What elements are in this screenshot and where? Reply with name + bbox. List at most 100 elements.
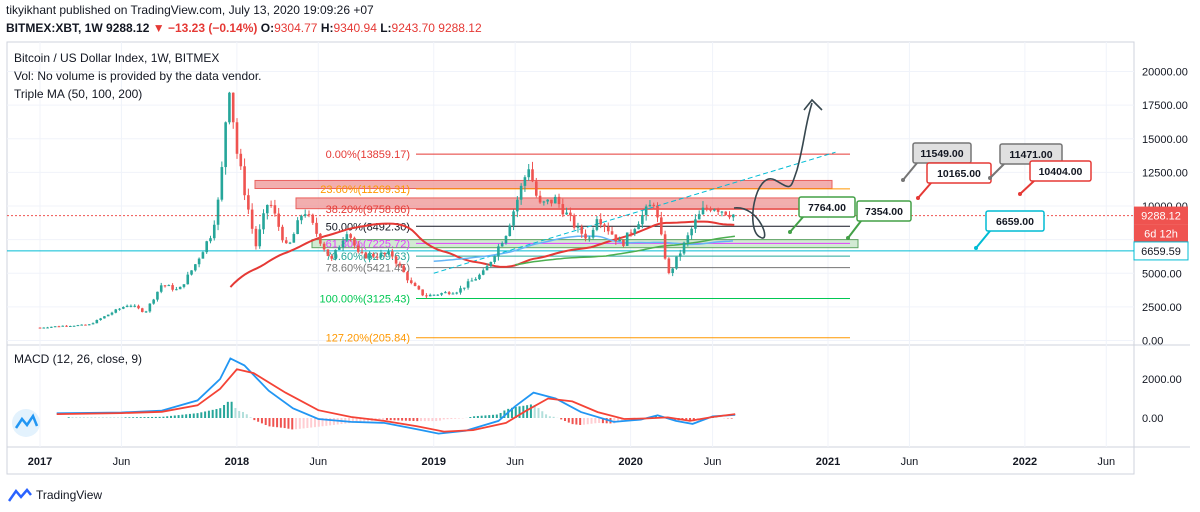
macd-histogram-bar xyxy=(401,418,404,421)
candle-body xyxy=(720,211,724,213)
candle-body xyxy=(106,314,110,317)
macd-histogram-bar xyxy=(454,418,457,419)
callout-leader xyxy=(989,163,1005,179)
candle-body xyxy=(69,325,72,327)
candle-body xyxy=(375,256,379,258)
candle-body xyxy=(595,219,599,230)
macd-histogram-bar xyxy=(317,418,320,427)
candle-body xyxy=(531,169,534,182)
macd-histogram-bar xyxy=(245,414,248,418)
candle-body xyxy=(481,270,485,275)
price-tick-label: 0.00 xyxy=(1142,336,1163,348)
price-tick-label: 12500.00 xyxy=(1142,167,1188,179)
macd-histogram-bar xyxy=(510,407,513,418)
candle-body xyxy=(277,213,280,227)
candle-body xyxy=(281,226,284,241)
macd-histogram-bar xyxy=(264,418,267,426)
macd-histogram-bar xyxy=(219,408,222,418)
price-callout-label: 11549.00 xyxy=(920,148,963,160)
candle-body xyxy=(459,288,462,293)
candle-body xyxy=(606,226,610,232)
candle-body xyxy=(190,270,193,275)
macd-histogram-bar xyxy=(260,418,263,424)
price-callout xyxy=(856,200,912,222)
macd-histogram-bar xyxy=(226,401,229,418)
candle-body xyxy=(194,264,197,271)
countdown-badge xyxy=(1134,224,1188,243)
candle-body xyxy=(421,289,424,296)
macd-histogram-bar xyxy=(272,418,275,427)
candle-body xyxy=(231,92,235,123)
candle-body xyxy=(716,209,720,212)
candle-body xyxy=(303,214,307,216)
candle-body xyxy=(159,285,163,292)
legend-title: Bitcoin / US Dollar Index, 1W, BITMEX xyxy=(14,51,219,65)
candle-body xyxy=(584,233,587,239)
candle-body xyxy=(216,199,220,225)
candle-body xyxy=(368,253,371,259)
macd-histogram-bar xyxy=(412,418,415,421)
callout-anchor xyxy=(788,230,792,234)
macd-histogram-bar xyxy=(181,414,184,418)
macd-histogram-bar xyxy=(514,406,517,418)
macd-histogram-bar xyxy=(548,416,551,418)
candle-body xyxy=(485,266,489,271)
macd-histogram-bar xyxy=(124,417,127,418)
candle-body xyxy=(447,292,451,295)
candle-body xyxy=(258,229,262,247)
candle-body xyxy=(239,153,243,167)
candle-body xyxy=(228,92,231,123)
candle-body xyxy=(413,283,417,287)
macd-histogram-bar xyxy=(192,413,195,418)
time-tick-label: 2021 xyxy=(816,456,840,468)
macd-histogram-bar xyxy=(575,418,578,425)
macd-histogram-bar xyxy=(560,418,563,420)
macd-tick-label: 2000.00 xyxy=(1142,374,1182,386)
macd-histogram-bar xyxy=(283,418,286,429)
candle-body xyxy=(667,258,671,274)
candle-body xyxy=(337,247,341,250)
macd-histogram-bar xyxy=(98,417,101,418)
callout-leader xyxy=(789,216,804,233)
macd-histogram-bar xyxy=(67,417,70,418)
candle-body xyxy=(508,225,512,237)
candle-body xyxy=(91,323,95,325)
macd-histogram-bar xyxy=(476,415,479,418)
macd-histogram-bar xyxy=(579,418,582,425)
candle-body xyxy=(38,327,42,329)
candle-body xyxy=(470,280,474,282)
candle-body xyxy=(660,217,663,235)
time-tick-label: 2020 xyxy=(618,456,642,468)
candle-body xyxy=(235,122,239,154)
macd-histogram-bar xyxy=(170,415,173,418)
macd-histogram-bar xyxy=(185,414,188,418)
macd-line xyxy=(56,357,736,435)
macd-histogram-bar xyxy=(139,417,142,418)
candle-body xyxy=(53,326,57,328)
macd-histogram-bar xyxy=(355,418,358,423)
candle-body xyxy=(288,242,292,244)
macd-histogram-bar xyxy=(484,415,487,418)
macd-histogram-bar xyxy=(310,418,313,428)
candle-body xyxy=(569,212,572,216)
candle-body xyxy=(561,204,565,215)
candle-body xyxy=(133,305,137,307)
macd-histogram-bar xyxy=(617,418,620,423)
trend-line xyxy=(433,151,836,274)
candle-body xyxy=(625,232,629,246)
fib-level-label: 23.60%(11269.31) xyxy=(320,184,410,196)
candle-body xyxy=(125,305,129,308)
symbol-ohlc-line: BITMEX:XBT, 1W 9288.12 ▼ −13.23 (−0.14%)… xyxy=(6,21,482,35)
macd-histogram-bar xyxy=(105,417,108,418)
candle-body xyxy=(315,222,318,234)
macd-histogram-bar xyxy=(689,418,692,421)
candle-body xyxy=(489,261,493,267)
candle-body xyxy=(84,324,87,326)
candle-body xyxy=(701,207,705,215)
candle-body xyxy=(326,249,330,256)
last-price: 9288.12 xyxy=(106,21,150,35)
candle-body xyxy=(663,234,667,259)
macd-histogram-bar xyxy=(276,418,279,428)
macd-histogram-bar xyxy=(94,417,97,418)
